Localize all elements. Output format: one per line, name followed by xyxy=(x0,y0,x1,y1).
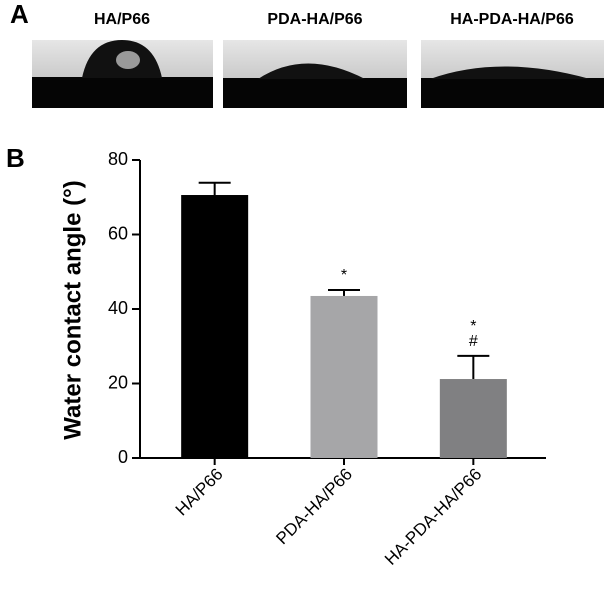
significance-marker: # xyxy=(469,333,478,350)
x-tick-label: PDA-HA/P66 xyxy=(272,465,356,549)
y-tick-label: 20 xyxy=(108,372,128,392)
panel-label: B xyxy=(6,143,25,173)
x-tick-label: HA-PDA-HA/P66 xyxy=(381,465,485,569)
y-tick-label: 0 xyxy=(118,447,128,467)
x-tick-label: HA/P66 xyxy=(172,465,227,520)
photo-caption: PDA-HA/P66 xyxy=(267,11,362,28)
y-axis-label: Water contact angle (°) xyxy=(59,180,86,439)
significance-marker: * xyxy=(341,267,347,284)
bar xyxy=(439,379,507,458)
y-tick-label: 60 xyxy=(108,223,128,243)
photo-caption: HA/P66 xyxy=(94,11,150,28)
bar xyxy=(310,295,378,458)
y-tick-label: 40 xyxy=(108,298,128,318)
y-tick-label: 80 xyxy=(108,149,128,169)
photo xyxy=(223,40,407,108)
panel-label: A xyxy=(10,0,29,29)
bar xyxy=(181,195,249,458)
photo xyxy=(421,40,604,108)
photo xyxy=(32,40,213,108)
photo-caption: HA-PDA-HA/P66 xyxy=(450,11,574,28)
significance-marker: * xyxy=(470,318,476,335)
